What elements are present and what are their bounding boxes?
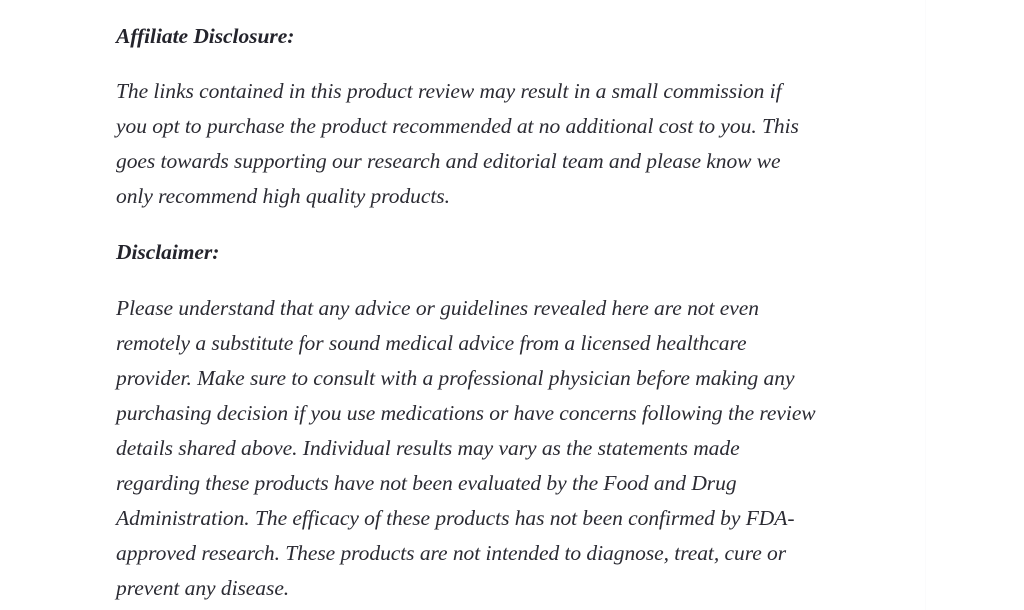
disclaimer-heading: Disclaimer: — [116, 240, 220, 264]
affiliate-disclosure-heading: Affiliate Disclosure: — [116, 24, 295, 48]
affiliate-disclosure-paragraph: The links contained in this product revi… — [116, 79, 799, 208]
disclosure-article: Affiliate Disclosure: The links containe… — [116, 0, 922, 606]
content-container: Affiliate Disclosure: The links containe… — [116, 0, 922, 606]
disclaimer-paragraph: Please understand that any advice or gui… — [116, 296, 816, 600]
